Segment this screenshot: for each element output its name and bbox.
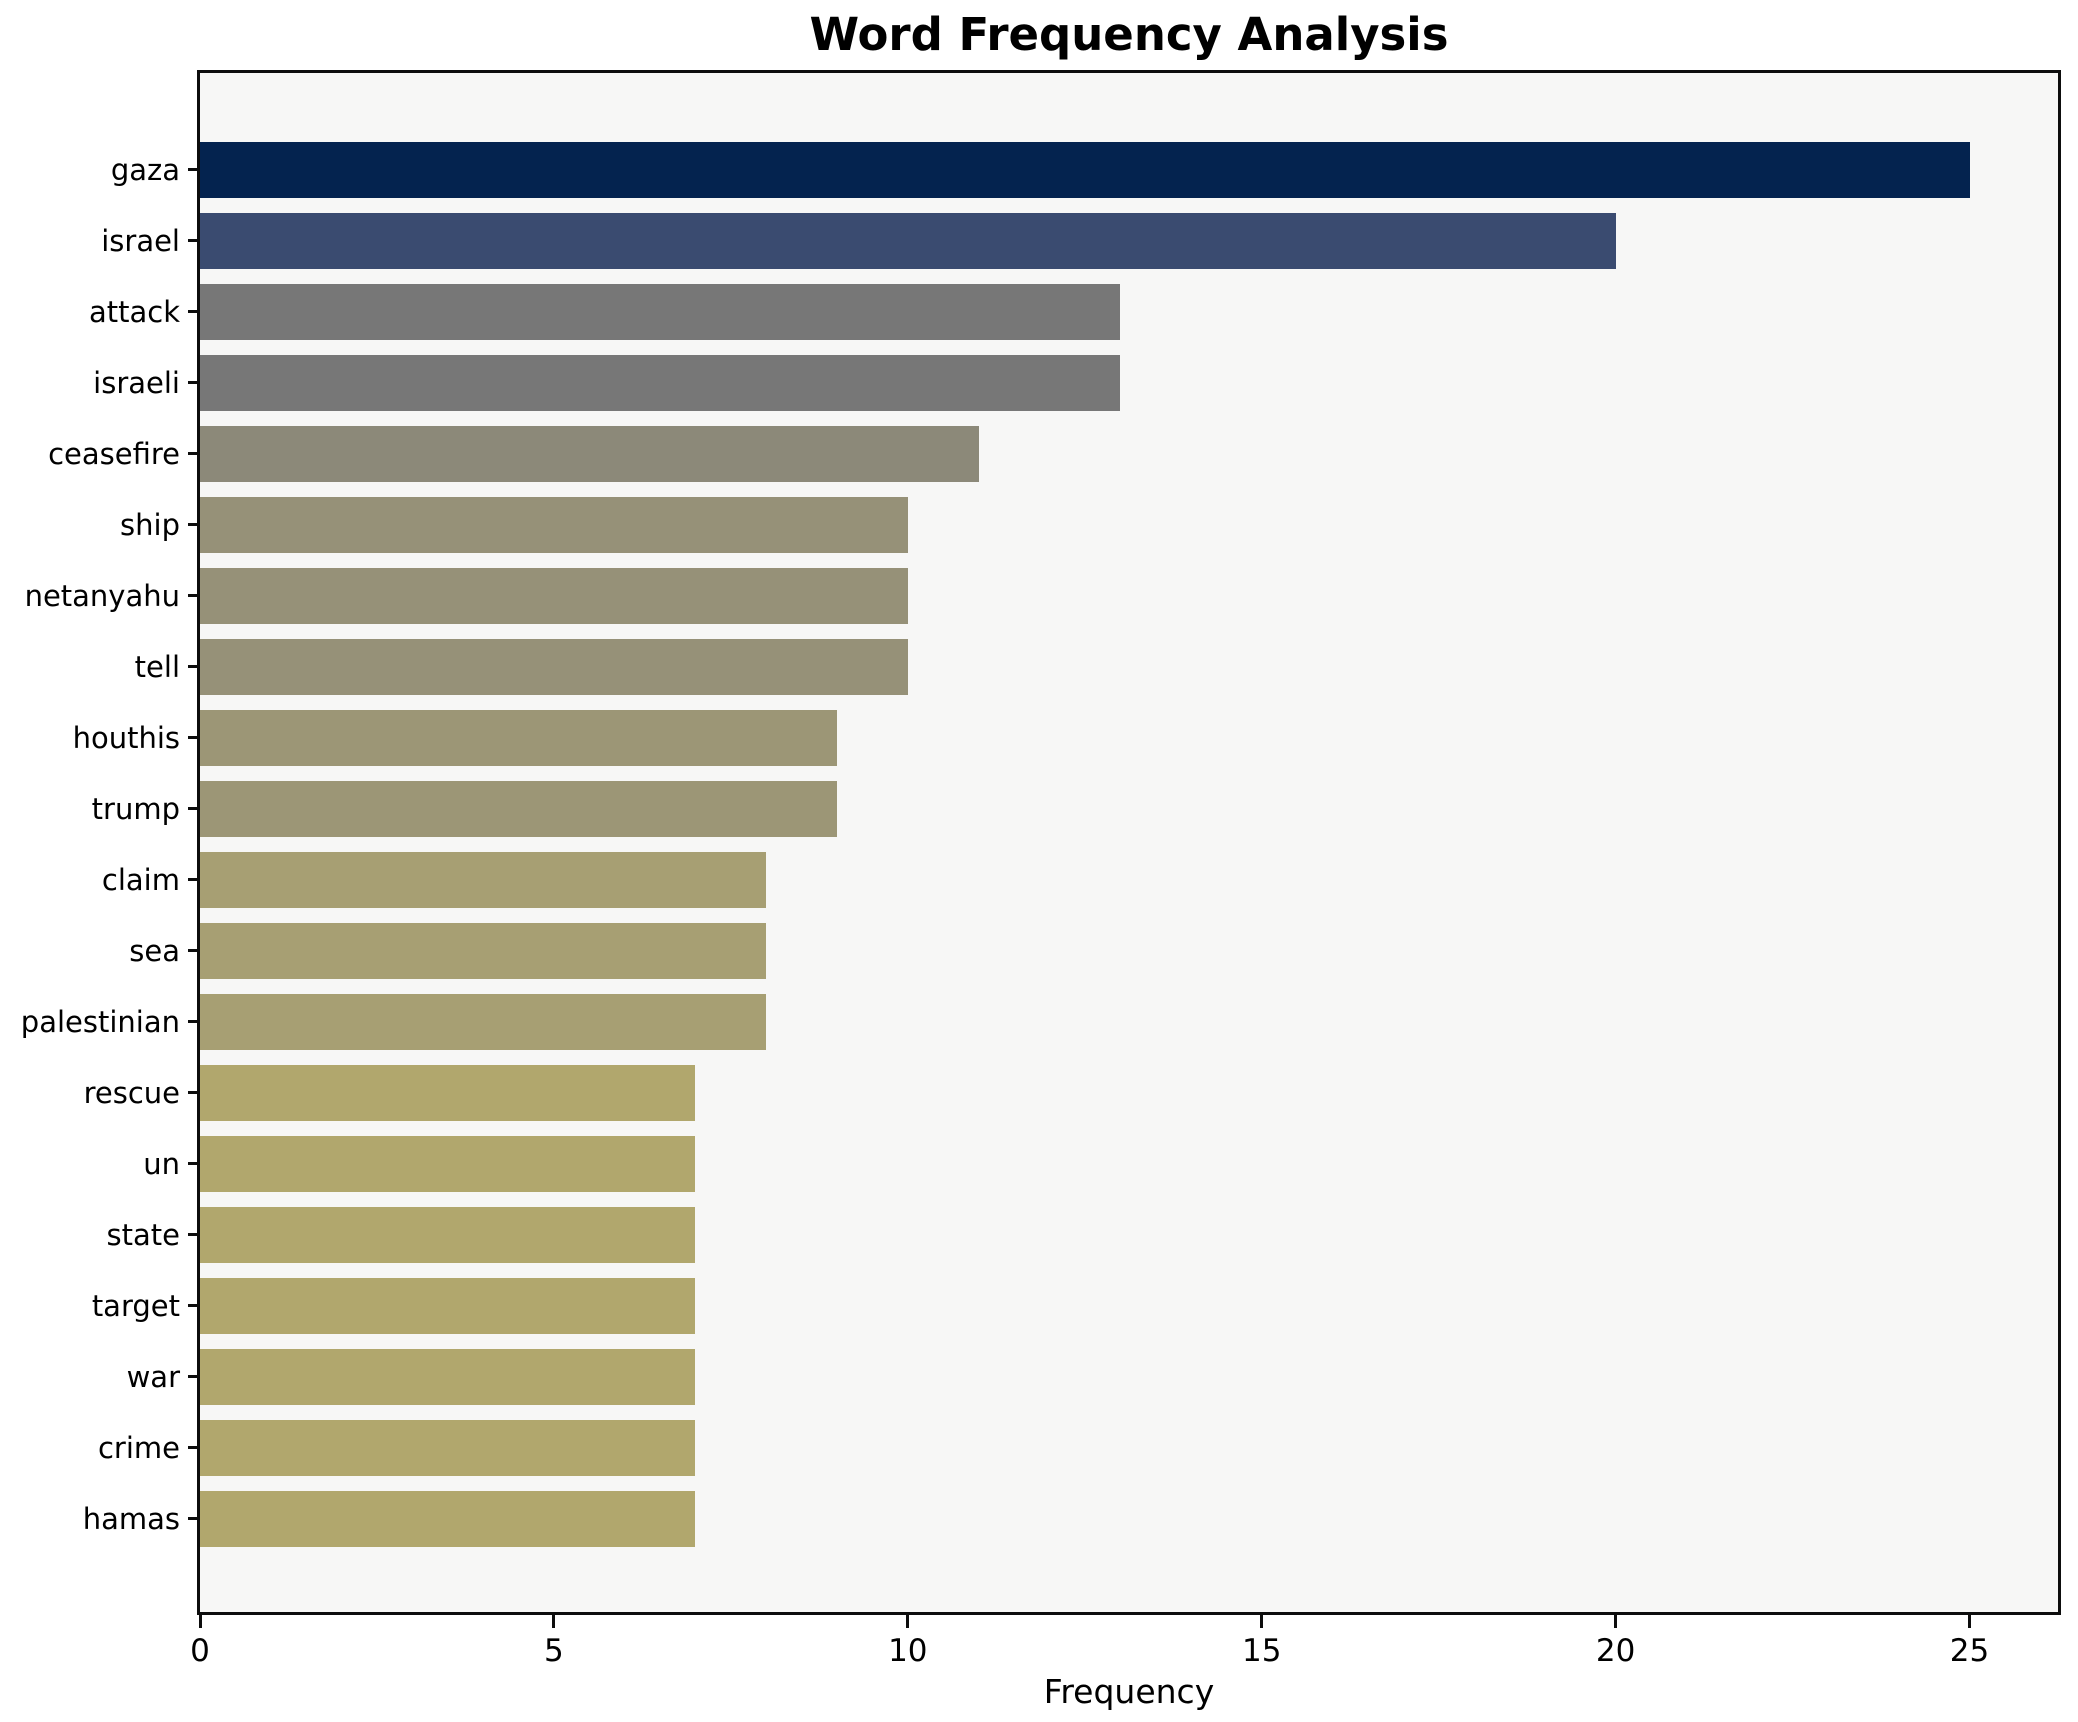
y-tick-mark — [188, 1517, 200, 1520]
x-tick-label-20: 20 — [1595, 1633, 1636, 1669]
x-tick-mark — [1968, 1615, 1972, 1628]
bar-sea — [200, 922, 767, 979]
y-tick-label-israel: israel — [101, 223, 180, 258]
y-tick-label-ship: ship — [120, 507, 180, 542]
bar-ship — [200, 496, 908, 553]
x-tick-mark — [198, 1615, 202, 1628]
y-tick-mark — [188, 1091, 200, 1094]
y-tick-label-crime: crime — [97, 1430, 180, 1465]
bar-hamas — [200, 1490, 696, 1547]
y-tick-mark — [188, 1446, 200, 1449]
y-tick-label-target: target — [91, 1288, 180, 1323]
bar-palestinian — [200, 993, 767, 1050]
y-tick-label-netanyahu: netanyahu — [24, 578, 180, 613]
bar-gaza — [200, 141, 1970, 198]
y-tick-label-state: state — [106, 1217, 180, 1252]
x-tick-label-0: 0 — [190, 1633, 210, 1669]
y-tick-label-gaza: gaza — [110, 152, 180, 187]
bar-state — [200, 1206, 696, 1263]
y-tick-mark — [188, 1020, 200, 1023]
y-tick-mark — [188, 523, 200, 526]
x-tick-mark — [1260, 1615, 1264, 1628]
x-tick-mark — [1614, 1615, 1618, 1628]
y-tick-mark — [188, 665, 200, 668]
y-tick-mark — [188, 1375, 200, 1378]
bar-houthis — [200, 709, 838, 766]
bar-un — [200, 1135, 696, 1192]
y-tick-mark — [188, 807, 200, 810]
bar-target — [200, 1277, 696, 1334]
x-tick-label-5: 5 — [544, 1633, 564, 1669]
y-tick-mark — [188, 1233, 200, 1236]
y-tick-mark — [188, 1162, 200, 1165]
bar-rescue — [200, 1064, 696, 1121]
y-tick-mark — [188, 949, 200, 952]
bar-claim — [200, 851, 767, 908]
y-tick-mark — [188, 168, 200, 171]
y-tick-mark — [188, 239, 200, 242]
y-tick-label-houthis: houthis — [72, 720, 180, 755]
y-tick-label-hamas: hamas — [82, 1501, 180, 1536]
y-tick-label-attack: attack — [88, 294, 180, 329]
y-tick-label-palestinian: palestinian — [20, 1004, 180, 1039]
bar-ceasefire — [200, 425, 979, 482]
x-tick-label-25: 25 — [1949, 1633, 1990, 1669]
y-tick-label-rescue: rescue — [83, 1075, 180, 1110]
bar-crime — [200, 1419, 696, 1476]
y-tick-label-tell: tell — [134, 649, 180, 684]
x-tick-mark — [552, 1615, 556, 1628]
y-tick-label-un: un — [143, 1146, 180, 1181]
y-tick-mark — [188, 452, 200, 455]
y-tick-label-trump: trump — [91, 791, 180, 826]
y-tick-mark — [188, 878, 200, 881]
y-tick-label-sea: sea — [129, 933, 180, 968]
bars-container — [200, 73, 2058, 1612]
y-tick-mark — [188, 736, 200, 739]
y-tick-label-israeli: israeli — [93, 365, 180, 400]
bar-israel — [200, 212, 1616, 269]
y-tick-mark — [188, 381, 200, 384]
x-tick-label-15: 15 — [1241, 1633, 1282, 1669]
bar-tell — [200, 638, 908, 695]
x-axis-label: Frequency — [1043, 1672, 1215, 1711]
bar-attack — [200, 283, 1121, 340]
plot-area — [197, 70, 2061, 1615]
bar-netanyahu — [200, 567, 908, 624]
bar-war — [200, 1348, 696, 1405]
y-tick-label-claim: claim — [101, 862, 180, 897]
y-tick-mark — [188, 310, 200, 313]
chart-title: Word Frequency Analysis — [809, 8, 1449, 61]
y-tick-mark — [188, 1304, 200, 1307]
bar-israeli — [200, 354, 1121, 411]
y-tick-label-ceasefire: ceasefire — [48, 436, 180, 471]
x-tick-label-10: 10 — [888, 1633, 928, 1669]
y-tick-mark — [188, 594, 200, 597]
y-tick-label-war: war — [126, 1359, 180, 1394]
bar-trump — [200, 780, 838, 837]
x-tick-mark — [906, 1615, 910, 1628]
